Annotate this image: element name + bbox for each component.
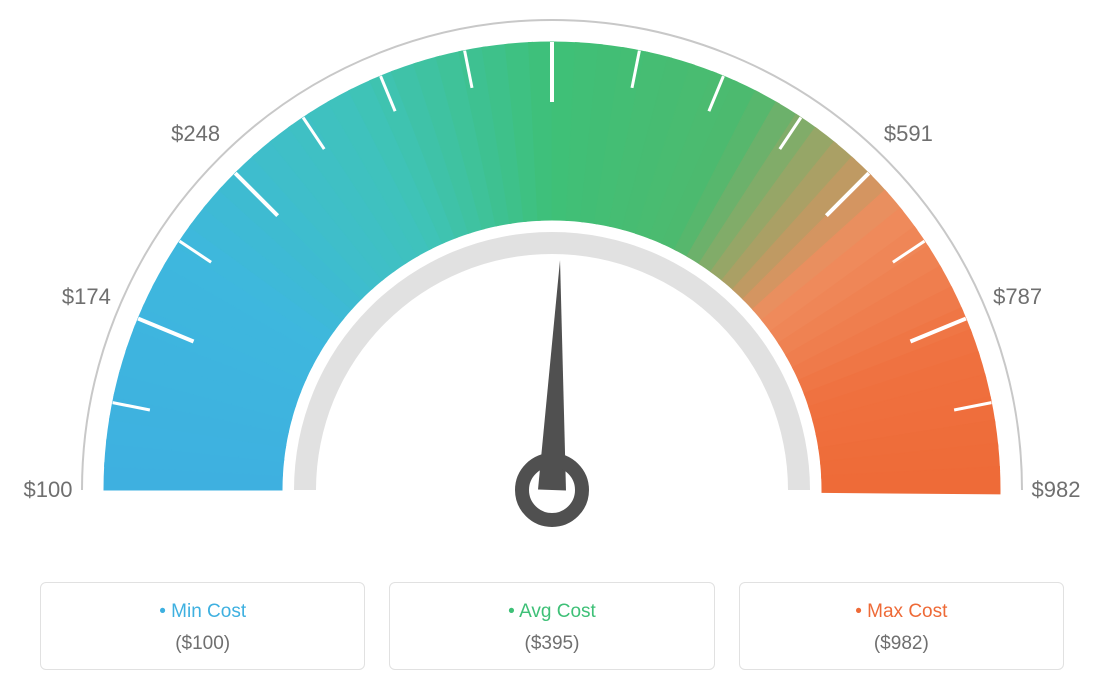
gauge-tick-label: $248 bbox=[171, 121, 220, 147]
legend-card-max: Max Cost ($982) bbox=[739, 582, 1064, 670]
legend-title-min: Min Cost bbox=[41, 601, 364, 623]
gauge-tick-label: $100 bbox=[24, 477, 73, 503]
gauge-svg bbox=[0, 0, 1104, 560]
legend-card-avg: Avg Cost ($395) bbox=[389, 582, 714, 670]
legend-value-min: ($100) bbox=[41, 633, 364, 655]
legend-value-max: ($982) bbox=[740, 633, 1063, 655]
gauge-tick-label: $787 bbox=[993, 284, 1042, 310]
gauge-tick-label: $174 bbox=[62, 284, 111, 310]
gauge-tick-label: $982 bbox=[1032, 477, 1081, 503]
legend-value-avg: ($395) bbox=[390, 633, 713, 655]
cost-gauge: $100$174$248$395$591$787$982 bbox=[0, 0, 1104, 560]
gauge-tick-label: $591 bbox=[884, 121, 933, 147]
legend-title-max: Max Cost bbox=[740, 601, 1063, 623]
legend-card-min: Min Cost ($100) bbox=[40, 582, 365, 670]
legend-row: Min Cost ($100) Avg Cost ($395) Max Cost… bbox=[40, 582, 1064, 670]
legend-title-avg: Avg Cost bbox=[390, 601, 713, 623]
